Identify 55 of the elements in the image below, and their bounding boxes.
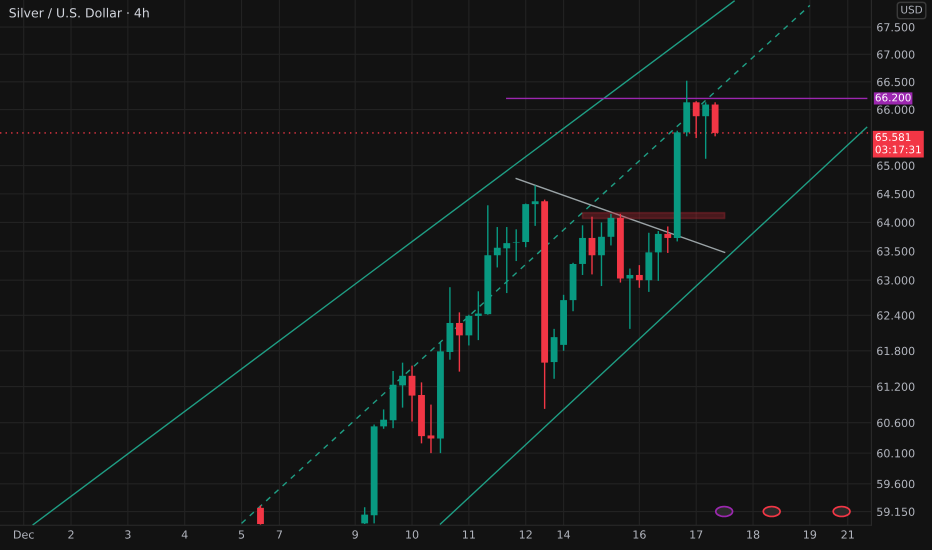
y-tick-label: 61.800 [877, 346, 914, 356]
x-tick-label: 12 [520, 530, 532, 539]
y-tick-label: 60.600 [877, 418, 914, 428]
candlestick [361, 506, 368, 525]
y-tick-label: 60.100 [877, 449, 914, 458]
candlestick [503, 226, 510, 294]
y-tick-label: 67.500 [877, 23, 914, 32]
x-tick-label: 21 [841, 530, 854, 539]
x-tick-label: 4 [182, 530, 188, 539]
y-tick-label: 66.500 [877, 78, 914, 86]
candlestick [408, 364, 416, 422]
y-tick-label: 67.000 [877, 50, 914, 59]
y-tick-label: 64.000 [877, 218, 914, 227]
y-tick-label: 62.400 [877, 311, 914, 320]
candlestick [494, 226, 501, 268]
x-tick-label: 2 [68, 530, 74, 539]
candlestick [399, 362, 406, 408]
candlestick [474, 290, 482, 341]
annotation: 66.200 [876, 94, 911, 102]
x-tick-label: 14 [558, 530, 570, 539]
candlestick [702, 102, 710, 160]
candlestick [465, 314, 472, 346]
x-tick-label: 5 [238, 530, 244, 539]
x-tick-label: 18 [747, 530, 760, 539]
y-tick-label: 59.150 [877, 508, 914, 516]
text: Silver / U.S. Dollar · 4h [10, 8, 149, 19]
candlestick [664, 226, 672, 254]
candlestick [608, 213, 614, 246]
y-tick-label: 63.500 [877, 247, 914, 256]
candlestick [636, 264, 643, 288]
x-tick-label: Dec [14, 530, 34, 539]
x-tick-label: 19 [804, 530, 816, 539]
y-tick-label: 64.500 [877, 190, 914, 198]
candlestick [598, 222, 605, 287]
x-tick-label: 17 [690, 530, 702, 539]
x-tick-label: 3 [125, 530, 131, 539]
y-tick-label: 65.000 [877, 162, 914, 170]
y-tick-label: 66.000 [877, 106, 914, 114]
candlestick [428, 404, 434, 454]
x-tick-label: 10 [406, 530, 418, 539]
x-tick-label: 11 [463, 530, 475, 539]
x-tick-label: 9 [352, 530, 358, 539]
ref-line-label: 65.581 03:17:31 [876, 133, 921, 154]
x-tick-label: 7 [276, 530, 282, 539]
candlestick [626, 268, 634, 330]
y-tick-label: 59.600 [877, 480, 914, 488]
y-tick-label: 61.200 [877, 382, 914, 391]
text: USD [901, 6, 922, 14]
candlestick [380, 408, 388, 430]
candlestick [257, 504, 264, 526]
candlestick [456, 312, 463, 372]
candlestick [588, 216, 596, 276]
y-tick-label: 63.000 [877, 276, 914, 285]
candlestick [654, 230, 662, 282]
x-tick-label: 16 [634, 530, 646, 539]
